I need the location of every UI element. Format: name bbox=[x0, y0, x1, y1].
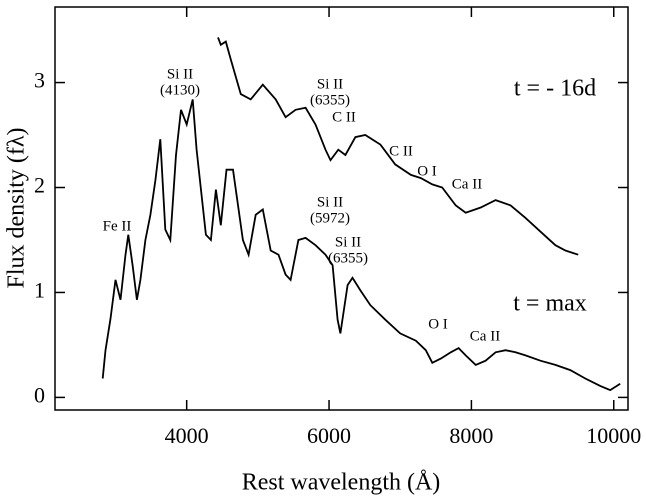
annotation: Si II bbox=[317, 194, 343, 210]
y-axis-label: Flux density (fλ) bbox=[4, 128, 30, 289]
x-tick-label: 10000 bbox=[586, 423, 641, 448]
plot-frame bbox=[54, 6, 629, 411]
annotation: Fe II bbox=[103, 218, 132, 234]
series-label: t = max bbox=[513, 291, 587, 317]
annotation: O I bbox=[417, 163, 437, 179]
annotation: (6355) bbox=[310, 92, 350, 108]
annotation: Si II bbox=[167, 66, 193, 82]
annotation: C II bbox=[332, 109, 356, 125]
x-axis-label: Rest wavelength (Å) bbox=[242, 470, 441, 496]
annotation: O I bbox=[428, 316, 448, 332]
y-tick-label: 3 bbox=[34, 68, 45, 93]
y-tick-label: 1 bbox=[34, 278, 45, 303]
annotation: Si II bbox=[317, 76, 343, 92]
y-tick-label: 0 bbox=[34, 382, 45, 407]
x-tick-label: 6000 bbox=[307, 423, 351, 448]
annotation: (4130) bbox=[160, 82, 200, 98]
x-tick-label: 8000 bbox=[449, 423, 493, 448]
spectrum-line bbox=[217, 37, 579, 256]
annotation: Si II bbox=[335, 234, 361, 250]
y-tick-label: 2 bbox=[34, 173, 45, 198]
annotation: Ca II bbox=[470, 328, 500, 344]
series-label: t = - 16d bbox=[514, 76, 596, 102]
annotation: (5972) bbox=[310, 210, 350, 226]
annotation: Ca II bbox=[452, 176, 482, 192]
annotation: (6355) bbox=[328, 250, 368, 266]
annotation: C II bbox=[389, 143, 413, 159]
x-tick-label: 4000 bbox=[165, 423, 209, 448]
spectrum-line bbox=[101, 99, 621, 392]
